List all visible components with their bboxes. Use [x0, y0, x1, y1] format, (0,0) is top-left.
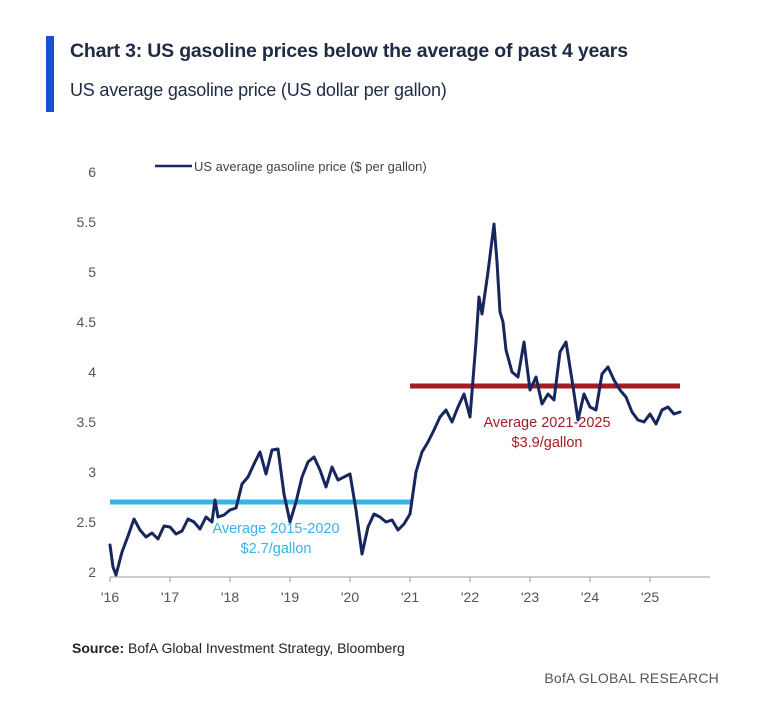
y-tick-label: 5.5 [77, 214, 97, 230]
legend-label: US average gasoline price ($ per gallon) [194, 159, 427, 174]
y-tick-label: 5 [88, 264, 96, 280]
y-tick-label: 3.5 [77, 414, 97, 430]
y-tick-label: 4.5 [77, 314, 97, 330]
y-tick-label: 2 [88, 564, 96, 580]
y-tick-label: 6 [88, 164, 96, 180]
y-tick-label: 4 [88, 364, 96, 380]
legend: US average gasoline price ($ per gallon) [155, 159, 427, 174]
x-tick-label: '24 [581, 589, 599, 605]
title-accent-bar [46, 36, 54, 112]
x-tick-label: '17 [161, 589, 179, 605]
y-axis: 2 2.5 3 3.5 4 4.5 5 5.5 6 [77, 164, 97, 580]
source-label: Source: [72, 640, 125, 656]
x-axis: '16 '17 '18 '19 '20 '21 '22 '23 '24 '25 [101, 576, 710, 605]
source-text: BofA Global Investment Strategy, Bloombe… [128, 640, 405, 656]
x-tick-label: '22 [461, 589, 479, 605]
brand-label: BofA GLOBAL RESEARCH [544, 670, 719, 686]
avg-2021-2025-value: $3.9/gallon [512, 435, 583, 451]
x-tick-label: '18 [221, 589, 239, 605]
y-tick-label: 3 [88, 464, 96, 480]
reference-lines [110, 383, 680, 505]
chart-subtitle: US average gasoline price (US dollar per… [70, 80, 447, 100]
y-tick-label: 2.5 [77, 514, 97, 530]
x-tick-label: '23 [521, 589, 539, 605]
x-tick-label: '16 [101, 589, 119, 605]
x-tick-label: '20 [341, 589, 359, 605]
reference-annotations: Average 2015-2020 $2.7/gallon Average 20… [212, 415, 610, 557]
source-note: Source: BofA Global Investment Strategy,… [72, 640, 405, 656]
x-tick-label: '21 [401, 589, 419, 605]
avg-2015-2020-value: $2.7/gallon [241, 541, 312, 557]
x-tick-label: '25 [641, 589, 659, 605]
x-tick-label: '19 [281, 589, 299, 605]
avg-2015-2020-label: Average 2015-2020 [212, 521, 339, 537]
chart-title: Chart 3: US gasoline prices below the av… [70, 40, 628, 62]
avg-2021-2025-label: Average 2021-2025 [483, 415, 610, 431]
series-line-gasoline-price [108, 222, 682, 577]
line-chart: 22.533.544.555.56 '16'17'18'19'20'21'22 '… [77, 159, 710, 605]
